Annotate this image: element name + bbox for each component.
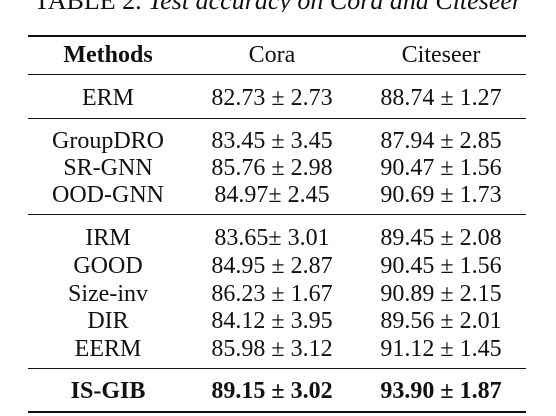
- group-divider: [28, 118, 526, 119]
- method-cell: ERM: [81, 85, 134, 111]
- citeseer-cell: 91.12 ± 1.45: [380, 336, 502, 362]
- citeseer-cell: 93.90 ± 1.87: [380, 378, 502, 404]
- citeseer-cell: 90.89 ± 2.15: [380, 281, 502, 307]
- cora-cell: 86.23 ± 1.67: [211, 281, 333, 307]
- citeseer-cell: 89.56 ± 2.01: [380, 308, 502, 334]
- header-rule: [28, 74, 526, 75]
- group-divider: [28, 214, 526, 215]
- caption-label: TABLE 2.: [34, 0, 142, 12]
- cora-cell: 84.97± 2.45: [214, 182, 330, 208]
- table-caption: TABLE 2. Test accuracy on Cora and Cites…: [0, 0, 556, 12]
- cora-cell: 89.15 ± 3.02: [211, 378, 333, 404]
- header-citeseer: Citeseer: [401, 42, 481, 68]
- table-row: SR-GNN 85.76 ± 2.98 90.47 ± 1.56: [0, 154, 556, 182]
- cora-cell: 84.95 ± 2.87: [211, 253, 333, 279]
- method-cell: OOD-GNN: [52, 182, 164, 208]
- table-row: Size-inv 86.23 ± 1.67 90.89 ± 2.15: [0, 280, 556, 308]
- method-cell: GroupDRO: [52, 128, 164, 154]
- table-row: IS-GIB 89.15 ± 3.02 93.90 ± 1.87: [0, 377, 556, 405]
- method-cell: IS-GIB: [70, 378, 146, 404]
- table-row: DIR 84.12 ± 3.95 89.56 ± 2.01: [0, 307, 556, 335]
- citeseer-cell: 90.47 ± 1.56: [380, 155, 502, 181]
- table-row: OOD-GNN 84.97± 2.45 90.69 ± 1.73: [0, 181, 556, 209]
- method-cell: Size-inv: [68, 281, 148, 307]
- table-top-rule: [28, 35, 526, 37]
- method-cell: EERM: [74, 336, 142, 362]
- citeseer-cell: 89.45 ± 2.08: [380, 225, 502, 251]
- citeseer-cell: 88.74 ± 1.27: [380, 85, 502, 111]
- cora-cell: 84.12 ± 3.95: [211, 308, 333, 334]
- citeseer-cell: 90.45 ± 1.56: [380, 253, 502, 279]
- cora-cell: 83.65± 3.01: [214, 225, 330, 251]
- method-cell: IRM: [85, 225, 131, 251]
- cora-cell: 85.98 ± 3.12: [211, 336, 333, 362]
- table-row: ERM 82.73 ± 2.73 88.74 ± 1.27: [0, 84, 556, 112]
- table-row: GroupDRO 83.45 ± 3.45 87.94 ± 2.85: [0, 127, 556, 155]
- caption-text: Test accuracy on Cora and Citeseer: [148, 0, 522, 12]
- cora-cell: 82.73 ± 2.73: [211, 85, 333, 111]
- cora-cell: 83.45 ± 3.45: [211, 128, 333, 154]
- header-row: Methods Cora Citeseer: [0, 41, 556, 69]
- header-cora: Cora: [248, 42, 296, 68]
- citeseer-cell: 90.69 ± 1.73: [380, 182, 502, 208]
- method-cell: SR-GNN: [63, 155, 153, 181]
- header-methods: Methods: [63, 42, 153, 68]
- table-row: GOOD 84.95 ± 2.87 90.45 ± 1.56: [0, 252, 556, 280]
- group-divider: [28, 368, 526, 369]
- cora-cell: 85.76 ± 2.98: [211, 155, 333, 181]
- table-row: EERM 85.98 ± 3.12 91.12 ± 1.45: [0, 335, 556, 363]
- method-cell: DIR: [87, 308, 129, 334]
- table-row: IRM 83.65± 3.01 89.45 ± 2.08: [0, 224, 556, 252]
- citeseer-cell: 87.94 ± 2.85: [380, 128, 502, 154]
- table-bottom-rule: [28, 411, 526, 413]
- method-cell: GOOD: [73, 253, 143, 279]
